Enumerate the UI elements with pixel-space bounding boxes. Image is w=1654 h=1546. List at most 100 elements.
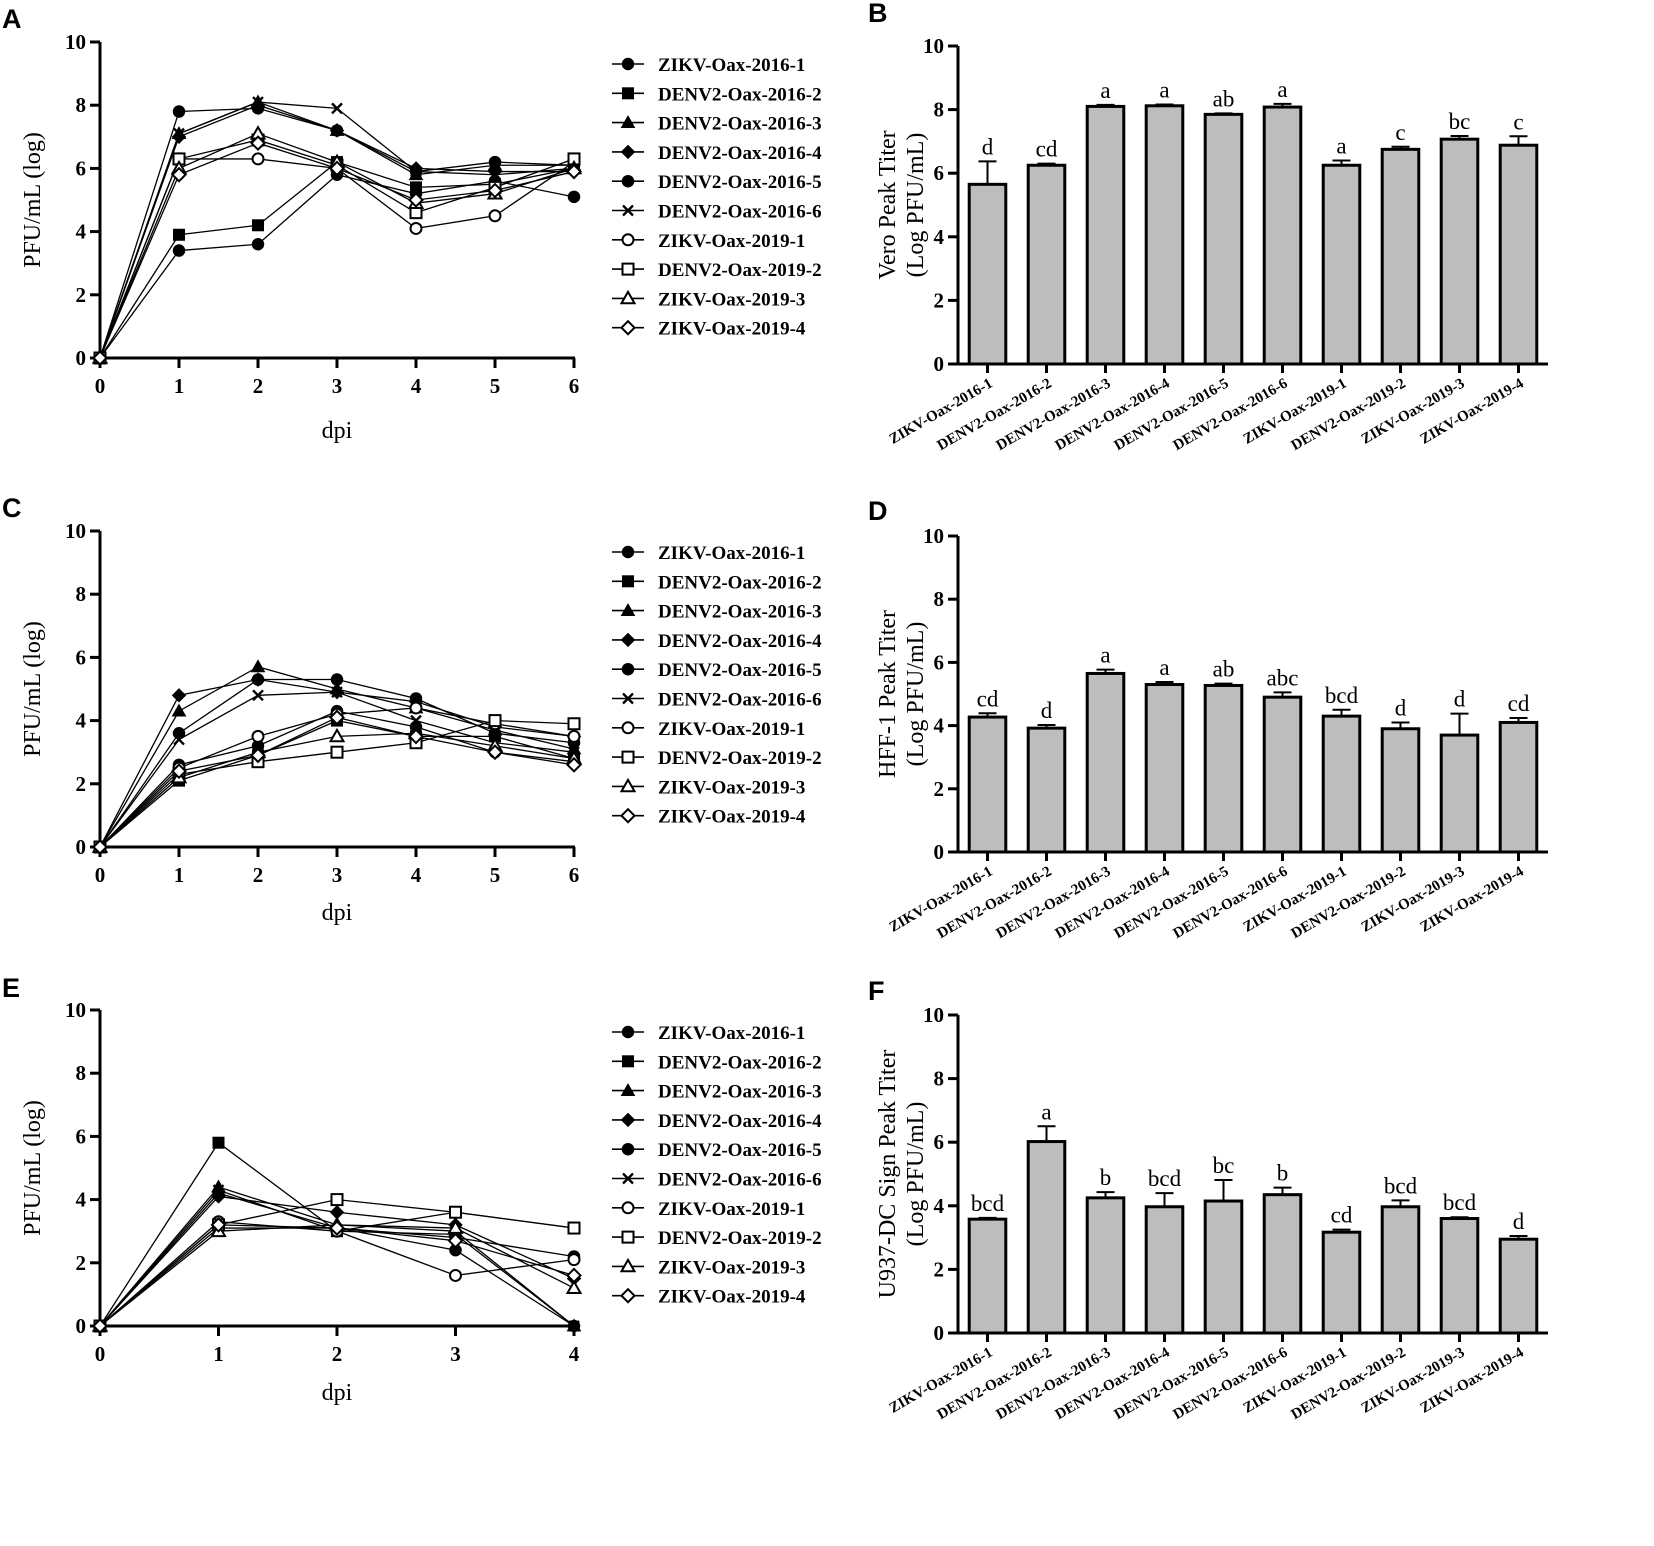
legend-marker: [620, 319, 636, 336]
series-DENV2-Oax-2016-5: [93, 673, 581, 854]
legend-label: ZIKV-Oax-2019-1: [658, 719, 805, 740]
legend-label: DENV2-Oax-2016-3: [658, 602, 822, 623]
data-point: [489, 168, 501, 181]
legend-item: DENV2-Oax-2016-6: [612, 690, 822, 711]
legend-marker: [621, 1142, 635, 1156]
legend-label: DENV2-Oax-2016-2: [658, 1052, 822, 1073]
bar: [1085, 671, 1126, 854]
legend-label: ZIKV-Oax-2019-4: [658, 319, 806, 340]
bar: [1498, 1237, 1539, 1335]
legend-marker: [621, 1201, 635, 1215]
data-point-stroke: [212, 1184, 225, 1196]
legend-marker: [620, 1083, 636, 1096]
legend-label: DENV2-Oax-2016-5: [658, 1140, 822, 1161]
y-tick-label: 10: [65, 998, 86, 1022]
y-tick-label: 2: [76, 1251, 87, 1275]
legend-label: DENV2-Oax-2016-4: [658, 143, 822, 164]
legend-item: DENV2-Oax-2019-2: [612, 260, 822, 281]
y-axis-label: PFU/mL (log): [20, 1100, 46, 1236]
data-point-stroke: [568, 1320, 580, 1332]
data-point: [252, 689, 264, 702]
legend-item: DENV2-Oax-2016-2: [612, 1052, 822, 1073]
data-point: [328, 727, 346, 743]
significance-label: c: [1395, 120, 1405, 145]
x-axis-label: dpi: [322, 1380, 353, 1406]
legend-label: DENV2-Oax-2019-2: [658, 260, 822, 281]
y-axis-label-units: (Log PFU/mL): [903, 133, 929, 278]
significance-label: d: [982, 134, 994, 159]
legend-item: DENV2-Oax-2016-4: [612, 143, 822, 164]
legend-marker: [620, 1287, 636, 1304]
y-tick-label: 10: [65, 519, 86, 543]
bar: [1144, 1205, 1185, 1335]
y-tick-label: 0: [934, 1321, 945, 1345]
legend-label: ZIKV-Oax-2019-3: [658, 777, 805, 798]
y-tick-label: 4: [934, 225, 945, 249]
legend-marker: [622, 87, 634, 100]
significance-label: cd: [1036, 137, 1058, 162]
y-tick-label: 10: [923, 524, 944, 548]
bar: [1321, 1230, 1362, 1335]
data-point-stroke: [173, 127, 185, 140]
y-tick-label: 6: [934, 1130, 945, 1154]
y-tick-label: 6: [76, 156, 87, 180]
data-point: [212, 1184, 225, 1196]
data-point: [568, 1320, 580, 1332]
bar: [967, 182, 1008, 366]
bar: [1439, 137, 1480, 366]
chart-panel-f: F 0 2 4 6 8 10 U937-DC Sign Peak Titer (Log PFU/…: [868, 976, 1548, 1423]
significance-label: cd: [1331, 1203, 1353, 1228]
legend-marker: [620, 1112, 636, 1128]
y-tick-label: 8: [934, 98, 945, 122]
data-point: [172, 244, 186, 257]
data-point: [171, 703, 187, 717]
panel-letter: A: [2, 4, 22, 34]
data-point: [330, 124, 344, 137]
legend: ZIKV-Oax-2016-1 DENV2-Oax-2016-2 DENV2-Oax…: [612, 1023, 822, 1308]
legend-label: DENV2-Oax-2019-2: [658, 748, 822, 769]
bar: [1262, 695, 1303, 854]
x-tick-label: ZIKV-Oax-2019-3: [1359, 1345, 1468, 1417]
legend-item: ZIKV-Oax-2019-4: [612, 1287, 806, 1308]
legend-item: ZIKV-Oax-2019-1: [612, 1199, 805, 1220]
y-axis-label: PFU/mL (log): [20, 132, 46, 268]
x-axis-label: dpi: [322, 900, 353, 926]
y-tick-label: 4: [934, 1194, 945, 1218]
significance-label: cd: [1508, 691, 1530, 716]
legend-item: DENV2-Oax-2019-2: [612, 748, 822, 769]
significance-label: a: [1159, 78, 1169, 103]
bar: [967, 1217, 1008, 1335]
y-tick-label: 0: [934, 840, 945, 864]
data-point-stroke: [252, 689, 264, 702]
bar: [1439, 733, 1480, 854]
y-tick-label: 8: [76, 93, 87, 117]
x-tick-label: 5: [490, 374, 501, 398]
legend-label: DENV2-Oax-2016-2: [658, 572, 822, 593]
series-line: [99, 104, 574, 359]
legend-item: ZIKV-Oax-2019-3: [612, 1257, 805, 1278]
legend-marker: [621, 233, 635, 247]
y-axis-label: HFF-1 Peak Titer: [875, 610, 901, 778]
y-axis-label-units: (Log PFU/mL): [903, 1102, 929, 1247]
series-line: [99, 101, 575, 359]
legend-label: DENV2-Oax-2016-4: [658, 631, 822, 652]
legend-label: DENV2-Oax-2016-6: [658, 202, 822, 223]
series-DENV2-Oax-2016-4: [92, 672, 582, 855]
y-tick-label: 6: [76, 1124, 87, 1148]
data-point: [567, 1253, 581, 1267]
significance-label: a: [1159, 655, 1169, 680]
legend-label: ZIKV-Oax-2019-3: [658, 1257, 805, 1278]
data-point: [330, 673, 344, 686]
legend-label: DENV2-Oax-2016-5: [658, 660, 822, 681]
significance-label: a: [1336, 133, 1346, 158]
chart-panel-b: B 0 2 4 6 8 10 Vero Peak Titer (Log PFU/mL) d ZIKV…: [868, 0, 1548, 454]
legend-label: ZIKV-Oax-2016-1: [658, 55, 805, 76]
significance-label: ab: [1213, 657, 1235, 682]
y-axis-label-units: (Log PFU/mL): [903, 622, 929, 767]
significance-label: ab: [1213, 86, 1235, 111]
x-tick-label: 0: [95, 374, 106, 398]
significance-label: d: [1395, 695, 1407, 720]
data-point: [173, 733, 185, 746]
data-point: [329, 1220, 345, 1236]
data-point: [410, 181, 422, 194]
